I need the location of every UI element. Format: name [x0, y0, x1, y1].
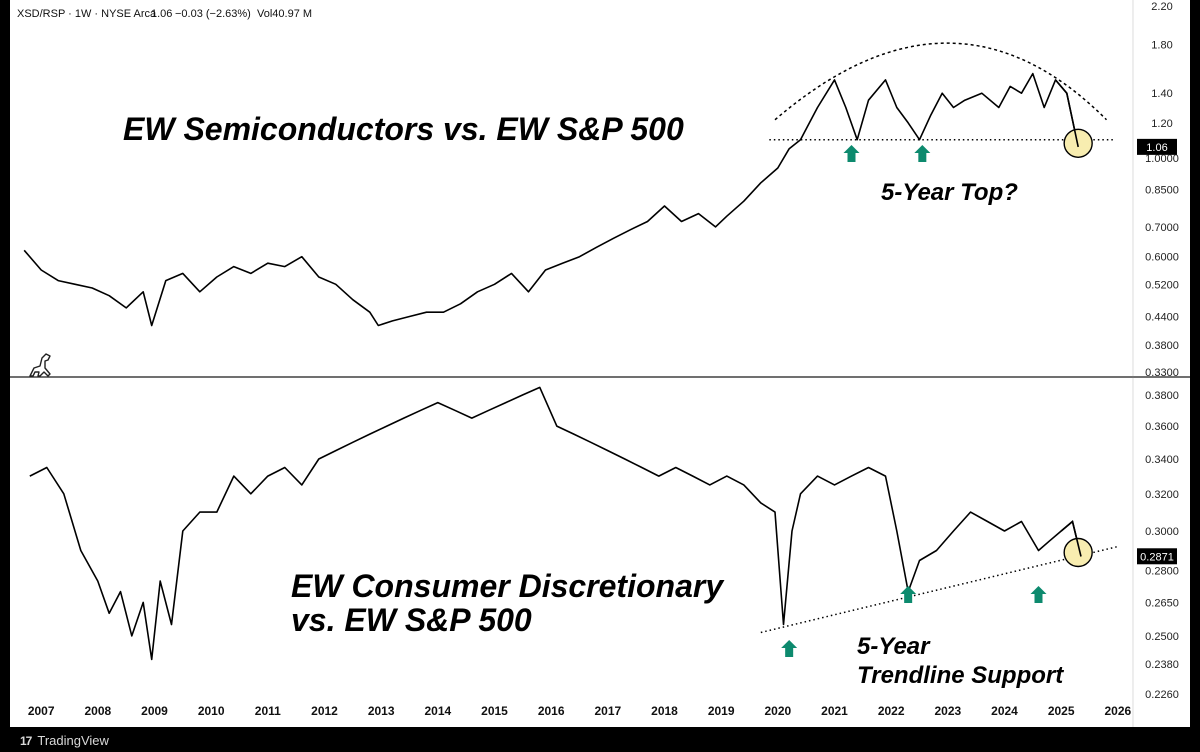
last-price: 1.06 [151, 8, 172, 20]
y-tick-label: 0.6000 [1145, 252, 1179, 264]
x-tick-label: 2013 [368, 704, 395, 718]
chart-canvas[interactable]: XSD/RSP · 1W · NYSE Arca 1.06 −0.03 (−2.… [10, 0, 1190, 727]
tradingview-logo-icon: 17 [20, 733, 32, 748]
up-arrow-icon [843, 145, 860, 162]
y-tick-label: 0.3000 [1145, 526, 1179, 538]
highlight-circle [1063, 537, 1093, 568]
brand-label: TradingView [37, 733, 109, 748]
x-tick-label: 2015 [481, 704, 508, 718]
chart-annotation-line-1: 5-Year [857, 633, 931, 660]
x-tick-label: 2007 [28, 704, 55, 718]
x-tick-label: 2020 [764, 704, 791, 718]
y-tick-label: 0.3400 [1145, 454, 1179, 466]
up-arrow-icon [900, 586, 917, 603]
x-tick-label: 2026 [1104, 704, 1131, 718]
x-tick-label: 2022 [878, 704, 905, 718]
x-tick-label: 2014 [424, 704, 451, 718]
up-arrow-icon [1030, 586, 1047, 603]
chart-title-line-1: EW Consumer Discretionary [291, 568, 725, 604]
y-tick-label: 0.3800 [1145, 390, 1179, 402]
y-tick-label: 0.2260 [1145, 689, 1179, 701]
chart-annotation-line-2: Trendline Support [857, 662, 1064, 689]
last-value-badge [1137, 138, 1177, 155]
x-tick-label: 2011 [255, 704, 281, 718]
dinosaur-icon [29, 353, 51, 377]
y-tick-label: 0.3600 [1145, 421, 1179, 433]
x-tick-label: 2019 [708, 704, 735, 718]
y-tick-label: 0.5200 [1145, 279, 1179, 291]
x-tick-label: 2016 [538, 704, 565, 718]
series-line-tail [1054, 79, 1079, 148]
x-tick-label: 2018 [651, 704, 678, 718]
series-line [23, 72, 1079, 327]
chart-marks: 2.20 1.80 1.40 1.20 1.0000 0.8500 0.7000 0.6000… [23, 1, 1179, 718]
x-tick-label: 2024 [991, 704, 1018, 718]
x-tick-label: 2025 [1048, 704, 1075, 718]
chart-annotation: 5-Year Top? [881, 179, 1018, 206]
trendline-support [760, 545, 1119, 634]
consumer-discretionary-pane[interactable]: EW Consumer Discretionary vs. EW S&P 500… [291, 568, 1064, 689]
chart-title: EW Semiconductors vs. EW S&P 500 [123, 111, 684, 147]
chart-title-line-2: vs. EW S&P 500 [291, 602, 532, 638]
y-tick-label: 1.20 [1151, 118, 1172, 130]
y-tick-label: 0.2650 [1145, 597, 1179, 609]
volume-label: Vol40.97 M [257, 8, 312, 20]
y-tick-label: 0.3800 [1145, 340, 1179, 352]
y-tick-label: 0.3300 [1145, 367, 1179, 379]
y-tick-label: 1.0000 [1145, 153, 1179, 165]
last-value-label: 1.06 [1146, 142, 1167, 154]
y-tick-label: 0.8500 [1145, 184, 1179, 196]
x-tick-label: 2009 [141, 704, 168, 718]
series-line-tail [1060, 520, 1082, 557]
top-arc [774, 42, 1108, 121]
price-change: −0.03 (−2.63%) [175, 8, 251, 20]
x-tick-label: 2012 [311, 704, 338, 718]
y-tick-label: 1.40 [1151, 88, 1172, 100]
symbol-label: XSD/RSP · 1W · NYSE Arca [17, 8, 157, 20]
brand[interactable]: 17 TradingView [20, 733, 109, 748]
last-value-badge [1137, 548, 1177, 565]
semiconductors-pane[interactable]: EW Semiconductors vs. EW S&P 500 5-Year … [123, 111, 1018, 206]
y-tick-label: 0.3200 [1145, 489, 1179, 501]
arrow-shape [781, 640, 798, 657]
up-arrow-icon [781, 640, 798, 657]
y-tick-label: 0.7000 [1145, 222, 1179, 234]
arrow-shape [843, 145, 860, 162]
y-tick-label: 0.2380 [1145, 659, 1179, 671]
x-tick-label: 2010 [198, 704, 225, 718]
x-tick-label: 2017 [594, 704, 621, 718]
y-tick-label: 0.4400 [1145, 311, 1179, 323]
series-line [29, 386, 1082, 661]
up-arrow-icon [914, 145, 931, 162]
y-tick-label: 0.2800 [1145, 566, 1179, 578]
last-value-label: 0.2871 [1140, 551, 1174, 563]
y-tick-label: 2.20 [1151, 1, 1172, 13]
arrow-shape [1030, 586, 1047, 603]
arrow-shape [900, 586, 917, 603]
x-tick-label: 2023 [934, 704, 961, 718]
y-tick-label: 1.80 [1151, 40, 1172, 52]
y-tick-label: 0.2500 [1145, 631, 1179, 643]
x-tick-label: 2008 [84, 704, 111, 718]
chart-svg[interactable]: XSD/RSP · 1W · NYSE Arca 1.06 −0.03 (−2.… [10, 0, 1190, 727]
arrow-shape [914, 145, 931, 162]
x-tick-label: 2021 [821, 704, 848, 718]
bottom-bar: 17 TradingView [0, 727, 1200, 752]
